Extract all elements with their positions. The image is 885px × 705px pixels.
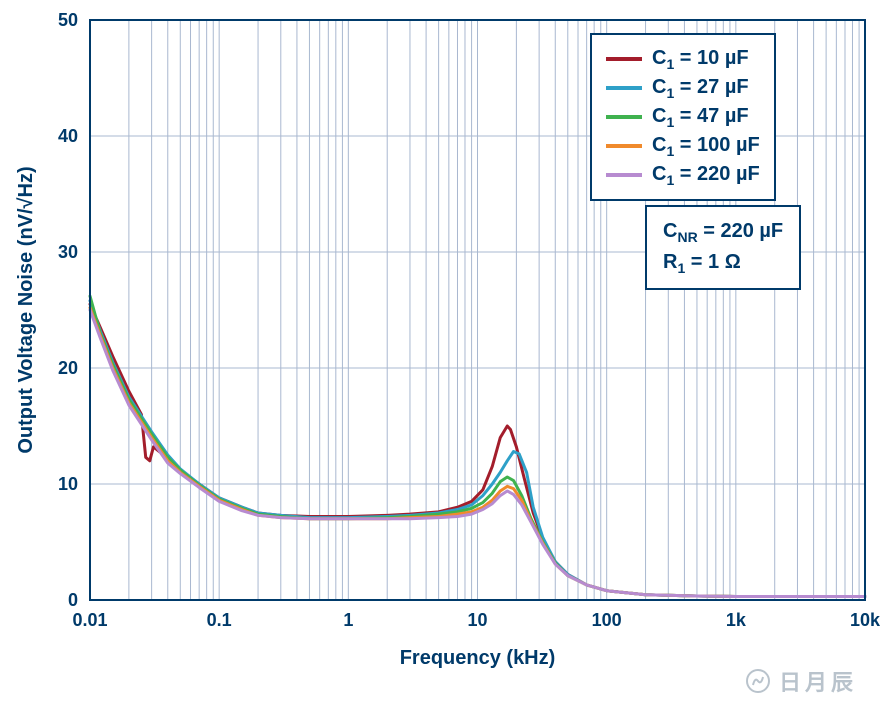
x-tick-label: 0.01 — [72, 610, 107, 630]
legend-label: C1 = 27 µF — [652, 74, 749, 103]
legend-item: C1 = 220 µF — [606, 161, 760, 190]
y-tick-label: 50 — [58, 10, 78, 30]
watermark: 日月辰 — [745, 665, 857, 697]
info-line: CNR = 220 µF — [663, 217, 783, 248]
legend-swatch — [606, 144, 642, 148]
legend-swatch — [606, 115, 642, 119]
chart-container: 0.01 0.1 1 10 100 1k 10k 0 10 20 30 40 50 Frequency (… — [0, 0, 885, 705]
legend-label: C1 = 100 µF — [652, 132, 760, 161]
y-tick-label: 0 — [68, 590, 78, 610]
legend-item: C1 = 47 µF — [606, 103, 760, 132]
x-tick-label: 10k — [850, 610, 881, 630]
watermark-text: 日月辰 — [779, 665, 857, 697]
x-tick-label: 1 — [343, 610, 353, 630]
y-tick-label: 20 — [58, 358, 78, 378]
x-tick-label: 10 — [467, 610, 487, 630]
legend-swatch — [606, 86, 642, 90]
y-tick-label: 40 — [58, 126, 78, 146]
legend-label: C1 = 10 µF — [652, 45, 749, 74]
legend-item: C1 = 27 µF — [606, 74, 760, 103]
legend-item: C1 = 10 µF — [606, 45, 760, 74]
y-tick-label: 10 — [58, 474, 78, 494]
legend-label: C1 = 220 µF — [652, 161, 760, 190]
info-box: CNR = 220 µFR1 = 1 Ω — [645, 205, 801, 290]
legend-item: C1 = 100 µF — [606, 132, 760, 161]
x-tick-label: 1k — [726, 610, 747, 630]
y-axis-label: Output Voltage Noise (nV/√Hz) — [15, 166, 37, 453]
legend-swatch — [606, 57, 642, 61]
watermark-icon — [745, 668, 771, 694]
x-axis-label: Frequency (kHz) — [400, 647, 556, 669]
x-tick-label: 0.1 — [207, 610, 232, 630]
x-tick-label: 100 — [592, 610, 622, 630]
legend-box: C1 = 10 µFC1 = 27 µFC1 = 47 µFC1 = 100 µ… — [590, 33, 776, 201]
info-line: R1 = 1 Ω — [663, 248, 783, 279]
legend-swatch — [606, 173, 642, 177]
y-tick-label: 30 — [58, 242, 78, 262]
legend-label: C1 = 47 µF — [652, 103, 749, 132]
